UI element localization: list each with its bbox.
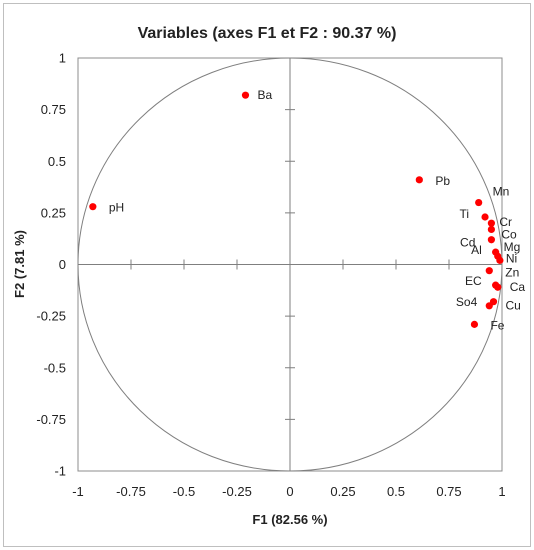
data-label-cr: Cr (499, 215, 512, 229)
data-point-fe (470, 320, 479, 328)
y-tick-label: -0.75 (36, 412, 66, 427)
data-label-mg: Mg (504, 240, 521, 254)
data-point-cr (487, 219, 495, 227)
data-label-so4: So4 (456, 295, 478, 309)
data-label-al: Al (471, 243, 482, 257)
data-point-ca (494, 283, 502, 291)
x-tick-label: -0.75 (116, 484, 146, 499)
x-axis-title: F1 (82.56 %) (252, 512, 327, 527)
data-label-ti: Ti (459, 207, 469, 221)
y-axis-title: F2 (7.81 %) (12, 230, 27, 298)
data-point-ti (481, 213, 489, 221)
y-tick-label: 0.75 (41, 102, 66, 117)
data-point-cu (489, 298, 498, 306)
data-label-pb: Pb (435, 174, 450, 188)
x-tick-label: 0.25 (330, 484, 355, 499)
y-tick-label: 0 (59, 257, 66, 272)
y-tick-label: 1 (59, 51, 66, 66)
chart-title: Variables (axes F1 et F2 : 90.37 %) (138, 25, 397, 42)
x-tick-label: 0.75 (436, 484, 461, 499)
data-label-cd: Cd (460, 236, 475, 250)
data-point-cd (487, 236, 495, 244)
data-point-zn (485, 267, 493, 275)
data-point-ph (89, 203, 97, 211)
x-tick-label: 0 (286, 484, 293, 499)
x-tick-label: -0.5 (173, 484, 195, 499)
x-tick-labels: -1 -0.75 -0.5 -0.25 0 0.25 0.5 0.75 1 (72, 484, 505, 499)
y-tick-label: 0.25 (41, 205, 66, 220)
data-label-mn: Mn (493, 185, 510, 199)
data-label-ph: pH (109, 201, 124, 215)
data-point-pb (415, 176, 423, 184)
data-point-mn (475, 198, 483, 207)
axis-ticks (77, 57, 503, 472)
chart-frame (3, 3, 531, 547)
y-tick-label: -0.5 (44, 360, 66, 375)
data-label-ec: EC (465, 274, 482, 288)
y-tick-label: 0.5 (48, 154, 66, 169)
x-tick-label: -1 (72, 484, 84, 499)
data-label-fe: Fe (490, 318, 504, 332)
x-tick-label: 1 (498, 484, 505, 499)
y-tick-label: -0.25 (36, 309, 66, 324)
data-label-cu: Cu (506, 299, 521, 313)
y-tick-labels: 1 0.75 0.5 0.25 0 -0.25 -0.5 -0.75 -1 (36, 51, 66, 479)
data-point-co (487, 225, 495, 233)
y-tick-label: -1 (54, 464, 66, 479)
data-label-ba: Ba (257, 88, 272, 102)
data-label-ni: Ni (506, 251, 517, 265)
x-tick-label: -0.25 (222, 484, 252, 499)
x-tick-label: 0.5 (387, 484, 405, 499)
data-point-ni (496, 256, 504, 264)
data-label-ca: Ca (510, 280, 526, 294)
data-point-ba (241, 91, 250, 99)
data-label-zn: Zn (505, 266, 519, 280)
data-label-co: Co (501, 227, 517, 241)
